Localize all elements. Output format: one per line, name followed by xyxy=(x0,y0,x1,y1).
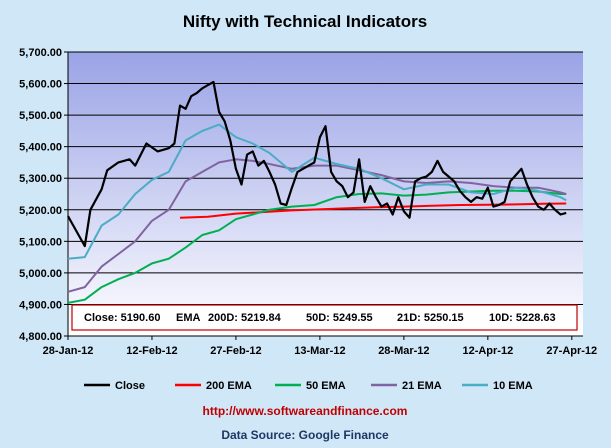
x-axis-ticks: 28-Jan-12 12-Feb-12 27-Feb-12 13-Mar-12 28-M… xyxy=(43,336,597,357)
info-box xyxy=(71,304,578,331)
legend-label-10-ema: 10 EMA xyxy=(493,380,533,392)
series-lines xyxy=(67,80,567,304)
x-tick-label: 27-Apr-12 xyxy=(546,345,597,357)
legend-label-200-ema: 200 EMA xyxy=(206,380,252,392)
source-url: http://www.softwareandfinance.com xyxy=(203,404,408,418)
series-line-21-ema xyxy=(67,158,567,293)
y-tick-label: 5,200.00 xyxy=(19,205,62,217)
y-tick-label: 5,500.00 xyxy=(19,110,62,122)
chart-legend: Close 200 EMA 50 EMA 21 EMA 10 EMA xyxy=(84,380,533,392)
legend-label-21-ema: 21 EMA xyxy=(402,380,442,392)
data-source: Data Source: Google Finance xyxy=(221,428,389,442)
y-tick-label: 5,100.00 xyxy=(19,236,62,248)
info-ema10: 10D: 5228.63 xyxy=(489,312,556,324)
y-tick-label: 5,000.00 xyxy=(19,268,62,280)
x-tick-label: 12-Feb-12 xyxy=(126,345,177,357)
info-ema50: 50D: 5249.55 xyxy=(306,312,373,324)
x-tick-label: 12-Apr-12 xyxy=(462,345,513,357)
info-close: Close: 5190.60 xyxy=(84,312,160,324)
x-tick-label: 28-Mar-12 xyxy=(378,345,429,357)
legend-label-close: Close xyxy=(115,380,145,392)
series-line-close xyxy=(67,80,567,248)
series-line-200-ema xyxy=(179,202,567,219)
y-tick-label: 5,700.00 xyxy=(19,47,62,59)
y-tick-label: 5,600.00 xyxy=(19,79,62,91)
x-tick-label: 27-Feb-12 xyxy=(210,345,261,357)
info-ema200: 200D: 5219.84 xyxy=(208,312,282,324)
y-tick-label: 4,800.00 xyxy=(19,331,62,343)
info-ema-label: EMA xyxy=(176,312,201,324)
info-ema21: 21D: 5250.15 xyxy=(397,312,464,324)
x-tick-label: 28-Jan-12 xyxy=(43,345,94,357)
y-tick-label: 4,900.00 xyxy=(19,299,62,311)
legend-label-50-ema: 50 EMA xyxy=(306,380,346,392)
plot-area xyxy=(68,52,583,336)
x-tick-label: 13-Mar-12 xyxy=(294,345,345,357)
y-axis-ticks: 5,700.00 5,600.00 5,500.00 5,400.00 5,300.00… xyxy=(19,47,68,343)
y-tick-label: 5,300.00 xyxy=(19,173,62,185)
y-tick-label: 5,400.00 xyxy=(19,142,62,154)
chart-title: Nifty with Technical Indicators xyxy=(183,12,427,31)
